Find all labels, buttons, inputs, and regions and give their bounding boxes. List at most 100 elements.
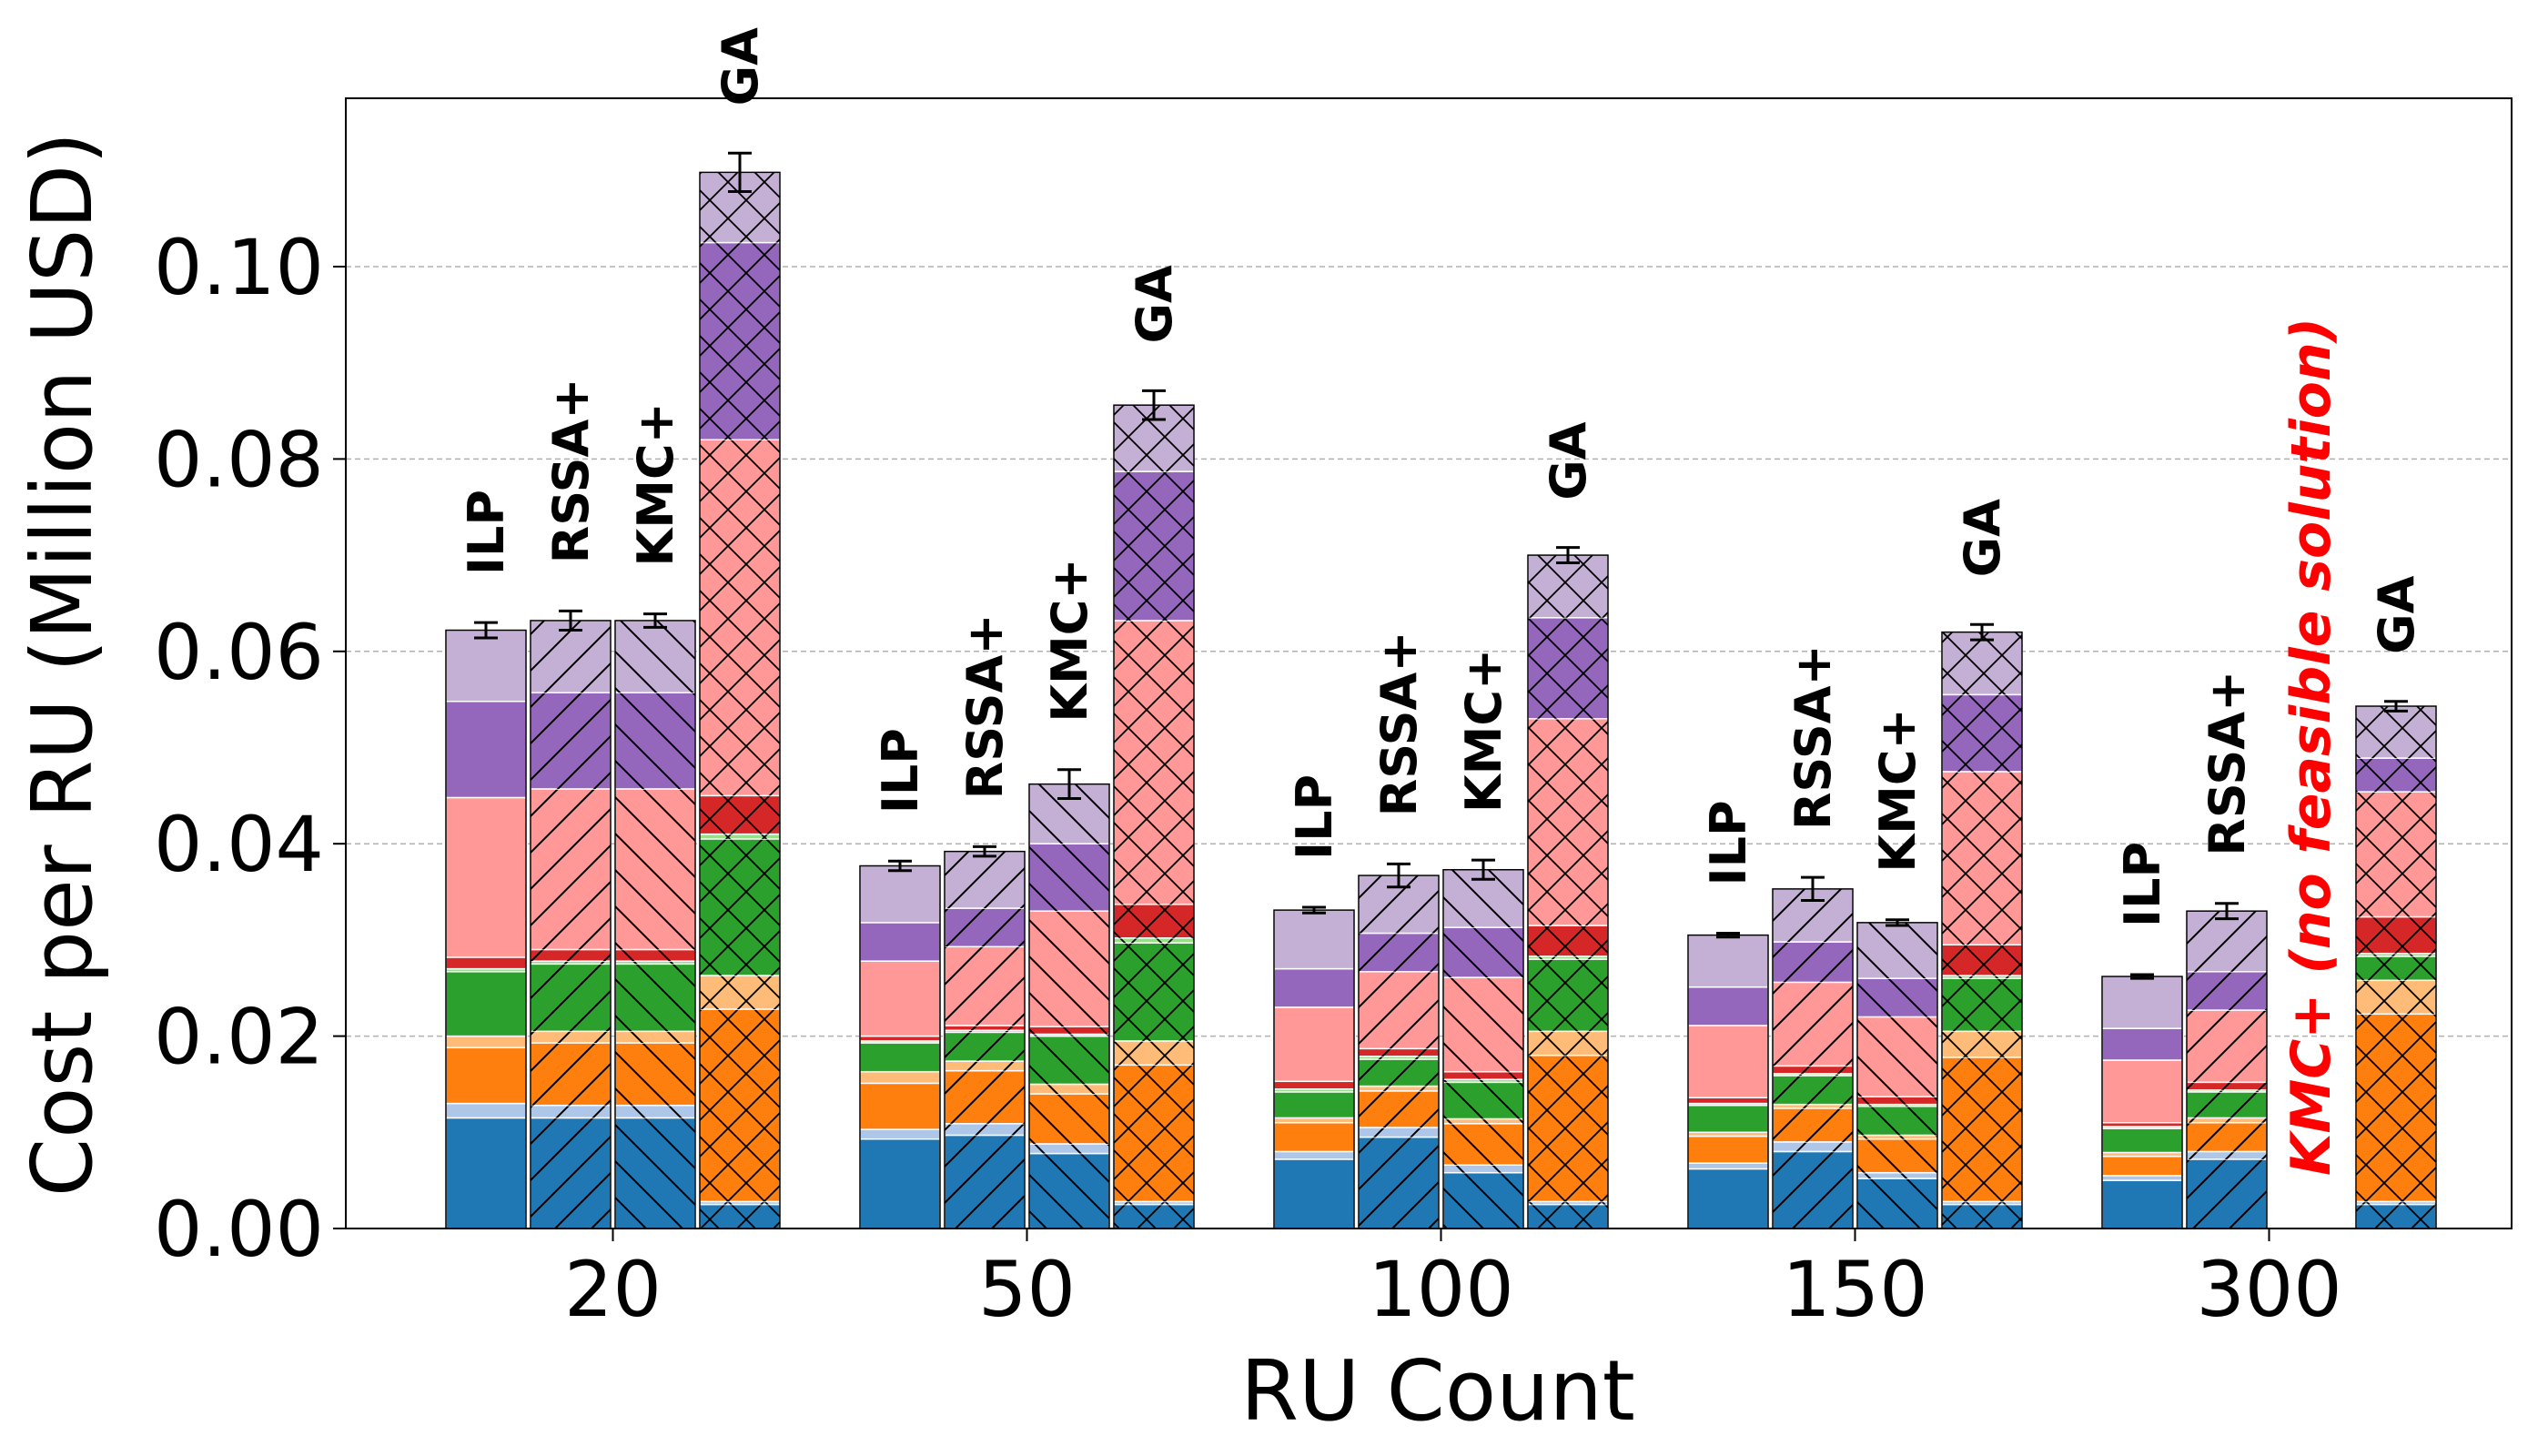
bar-segment-hatch bbox=[1443, 1079, 1523, 1083]
bar-segment-hatch bbox=[615, 949, 695, 962]
error-bar bbox=[973, 844, 996, 858]
bar-segment-hatch bbox=[1942, 1057, 2022, 1202]
error-bar bbox=[474, 621, 498, 640]
algorithm-label: GA bbox=[1126, 265, 1183, 343]
algorithm-label: RSSA+ bbox=[1370, 631, 1428, 816]
bar-segment-hatch bbox=[1029, 1153, 1109, 1228]
bar-segment bbox=[1273, 1121, 1355, 1153]
x-tick-label: 300 bbox=[2196, 1245, 2341, 1334]
bar-segment-hatch bbox=[531, 961, 611, 965]
plot-area-frame bbox=[345, 97, 2513, 1229]
error-bar bbox=[559, 609, 582, 632]
bar-segment-hatch bbox=[1359, 1056, 1439, 1059]
bar-segment-hatch bbox=[1857, 1106, 1937, 1136]
bar-segment bbox=[1273, 1158, 1355, 1229]
bar-segment-hatch bbox=[1029, 911, 1109, 1027]
bar-50-KMC+ bbox=[1028, 783, 1110, 1229]
bar-300-ILP bbox=[2101, 976, 2183, 1229]
bar-segment-hatch bbox=[1029, 1036, 1109, 1085]
bar-segment-hatch bbox=[531, 620, 611, 693]
bar-20-ILP bbox=[445, 629, 527, 1229]
bar-150-KMC+ bbox=[1856, 922, 1938, 1229]
bar-100-KMC+ bbox=[1442, 868, 1524, 1229]
algorithm-label: RSSA+ bbox=[1785, 644, 1842, 830]
bar-segment-hatch bbox=[2187, 1158, 2267, 1228]
bar-300-GA bbox=[2355, 705, 2437, 1229]
bar-segment-hatch bbox=[1528, 1031, 1608, 1056]
bar-segment-hatch bbox=[1114, 904, 1194, 938]
bar-segment bbox=[1687, 1097, 1769, 1105]
bar-segment-hatch bbox=[1359, 971, 1439, 1049]
bar-segment-hatch bbox=[1528, 1055, 1608, 1202]
bar-segment-hatch bbox=[1942, 1204, 2022, 1228]
bar-segment-hatch bbox=[2356, 1014, 2436, 1202]
bar-segment-hatch bbox=[1359, 1127, 1439, 1138]
algorithm-label: RSSA+ bbox=[956, 613, 1014, 799]
bar-100-GA bbox=[1527, 554, 1609, 1229]
bar-segment bbox=[2101, 1059, 2183, 1124]
bar-segment bbox=[1273, 1150, 1355, 1160]
bar-segment bbox=[1273, 1006, 1355, 1083]
error-bar bbox=[2215, 902, 2239, 921]
algorithm-label: ILP bbox=[872, 728, 929, 814]
error-bar bbox=[2384, 700, 2408, 713]
bar-segment-hatch bbox=[1114, 620, 1194, 905]
bar-segment-hatch bbox=[1773, 1151, 1853, 1228]
error-bar bbox=[1057, 768, 1081, 801]
bar-segment-hatch bbox=[531, 1031, 611, 1043]
y-tick-label: 0.02 bbox=[154, 993, 324, 1082]
algorithm-label: ILP bbox=[458, 490, 515, 575]
bar-segment-hatch bbox=[1857, 1097, 1937, 1105]
bar-segment-hatch bbox=[700, 834, 780, 839]
error-bar bbox=[1886, 918, 1909, 927]
y-tick-label: 0.00 bbox=[154, 1185, 324, 1274]
bar-segment bbox=[859, 1042, 941, 1073]
bar-segment bbox=[445, 1102, 527, 1119]
bar-segment-hatch bbox=[2356, 916, 2436, 954]
bar-segment-hatch bbox=[615, 788, 695, 950]
bar-segment-hatch bbox=[700, 1204, 780, 1228]
bar-segment bbox=[2101, 1027, 2183, 1061]
bar-20-RSSA+ bbox=[530, 620, 612, 1229]
bar-segment bbox=[859, 1138, 941, 1229]
bar-segment-hatch bbox=[531, 949, 611, 962]
bar-segment bbox=[1687, 1025, 1769, 1098]
bar-segment-hatch bbox=[1857, 1016, 1937, 1097]
bar-segment bbox=[1273, 1117, 1355, 1124]
bar-segment-hatch bbox=[945, 851, 1025, 909]
bar-segment-hatch bbox=[2356, 1201, 2436, 1205]
bar-segment-hatch bbox=[1443, 1165, 1523, 1173]
bar-segment-hatch bbox=[1029, 1143, 1109, 1154]
bar-segment-hatch bbox=[945, 1025, 1025, 1031]
bar-segment bbox=[859, 864, 941, 924]
bar-segment bbox=[1273, 1091, 1355, 1119]
bar-segment bbox=[445, 1046, 527, 1105]
bar-segment-hatch bbox=[1443, 1123, 1523, 1166]
bar-segment-hatch bbox=[1942, 945, 2022, 976]
bar-segment-hatch bbox=[1528, 617, 1608, 719]
error-bar bbox=[1716, 931, 1740, 939]
bar-segment-hatch bbox=[1114, 943, 1194, 1041]
bar-segment-hatch bbox=[700, 440, 780, 796]
bar-segment-hatch bbox=[531, 964, 611, 1032]
bar-50-RSSA+ bbox=[944, 850, 1026, 1229]
bar-segment-hatch bbox=[1942, 978, 2022, 1032]
bar-segment-hatch bbox=[2356, 956, 2436, 981]
bar-segment-hatch bbox=[945, 1070, 1025, 1124]
bar-segment bbox=[1273, 967, 1355, 1008]
bar-segment-hatch bbox=[1443, 1172, 1523, 1228]
bar-segment bbox=[445, 629, 527, 703]
bar-20-GA bbox=[699, 171, 781, 1229]
bar-segment-hatch bbox=[700, 838, 780, 976]
bar-segment-hatch bbox=[2356, 758, 2436, 793]
algorithm-label: ILP bbox=[2114, 842, 2171, 927]
bar-segment-hatch bbox=[531, 693, 611, 789]
bar-segment-hatch bbox=[1857, 1172, 1937, 1179]
bar-segment-hatch bbox=[945, 1061, 1025, 1071]
bar-segment-hatch bbox=[945, 1135, 1025, 1228]
bar-segment-hatch bbox=[1773, 982, 1853, 1067]
bar-segment-hatch bbox=[1114, 937, 1194, 944]
bar-segment-hatch bbox=[1528, 1204, 1608, 1228]
bar-segment-hatch bbox=[945, 946, 1025, 1026]
bar-segment-hatch bbox=[615, 1042, 695, 1106]
